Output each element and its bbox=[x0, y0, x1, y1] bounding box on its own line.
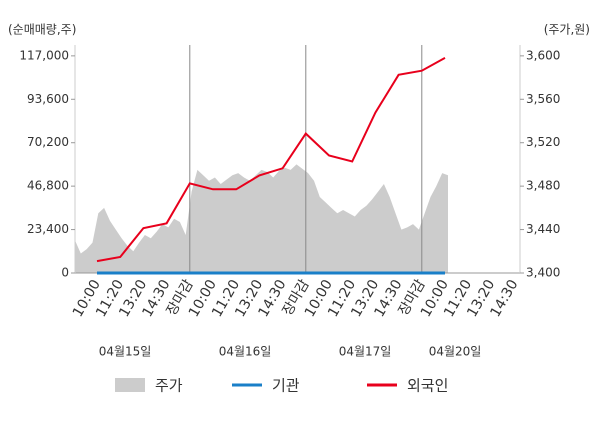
legend-label: 외국인 bbox=[407, 377, 448, 395]
y-tick-label: 0 bbox=[61, 266, 69, 280]
y2-tick-label: 3,520 bbox=[526, 135, 560, 149]
day-label: 04월20일 bbox=[429, 345, 482, 359]
y2-tick-label: 3,400 bbox=[526, 266, 560, 280]
day-label: 04월16일 bbox=[219, 345, 272, 359]
y2-axis-label: (주가,원) bbox=[544, 23, 590, 37]
y-tick-label: 70,200 bbox=[27, 135, 69, 149]
legend-swatch bbox=[115, 378, 145, 392]
series-line bbox=[96, 57, 446, 263]
legend-label: 주가 bbox=[155, 377, 183, 395]
y2-tick-label: 3,440 bbox=[526, 222, 560, 236]
legend-label: 기관 bbox=[272, 377, 300, 395]
y2-tick-label: 3,480 bbox=[526, 179, 560, 193]
y2-tick-label: 3,600 bbox=[526, 48, 560, 62]
y-tick-label: 93,600 bbox=[27, 92, 69, 106]
day-label: 04월15일 bbox=[99, 345, 152, 359]
y-axis-label: (순매매량,주) bbox=[8, 23, 76, 37]
y-tick-label: 117,000 bbox=[19, 48, 69, 62]
y-tick-label: 23,400 bbox=[27, 222, 69, 236]
y-tick-label: 46,800 bbox=[27, 179, 69, 193]
day-label: 04월17일 bbox=[339, 345, 392, 359]
y2-tick-label: 3,560 bbox=[526, 92, 560, 106]
price-area bbox=[75, 164, 448, 273]
